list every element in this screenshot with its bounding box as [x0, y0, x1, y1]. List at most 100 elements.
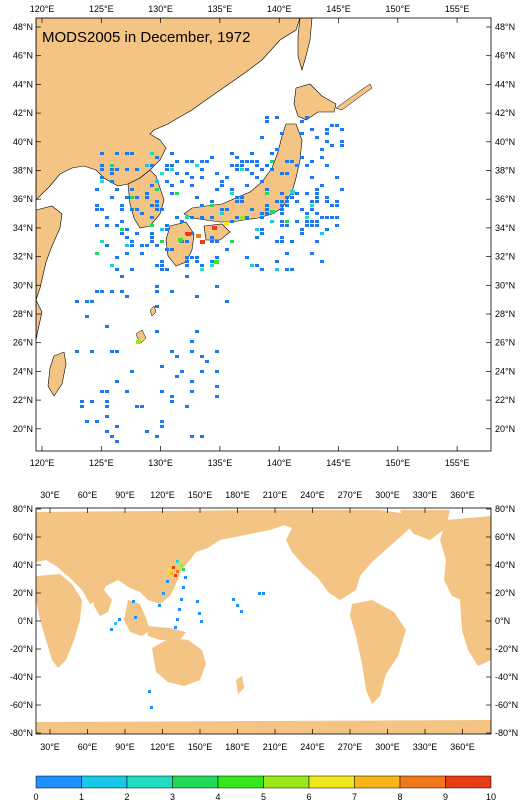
- regional-right-lat-label: 38°N: [495, 166, 515, 176]
- observation-marker: [215, 395, 219, 398]
- observation-marker: [135, 196, 139, 199]
- observation-marker: [285, 200, 289, 203]
- observation-marker: [200, 370, 204, 373]
- observation-marker: [285, 160, 289, 163]
- observation-marker: [190, 160, 194, 163]
- regional-right-lat-label: 44°N: [495, 79, 515, 89]
- observation-marker: [130, 244, 134, 247]
- global-left-lat-label: -80°N: [10, 728, 33, 738]
- observation-marker: [215, 350, 219, 353]
- observation-marker: [235, 156, 239, 159]
- regional-top-lon-label: 130°E: [148, 4, 173, 14]
- observation-marker: [265, 116, 269, 119]
- observation-marker: [170, 152, 174, 155]
- global-right-lat-label: 80°N: [495, 504, 515, 514]
- global-right-lat-label: 0°N: [495, 616, 510, 626]
- regional-right-lat-label: 28°N: [495, 309, 515, 319]
- observation-marker: [165, 180, 169, 183]
- observation-marker: [225, 176, 229, 179]
- observation-marker: [95, 290, 99, 293]
- regional-left-lat-label: 28°N: [13, 309, 33, 319]
- global-top-lon-label: 60°E: [78, 490, 98, 500]
- observation-marker: [125, 152, 129, 155]
- observation-marker: [170, 400, 174, 403]
- map-title: MODS2005 in December, 1972: [42, 29, 250, 46]
- observation-marker: [200, 435, 204, 438]
- global-observation-marker: [176, 570, 179, 573]
- observation-marker: [175, 216, 179, 219]
- colorbar-segment: [399, 775, 446, 789]
- observation-marker: [235, 168, 239, 171]
- global-observation-marker: [184, 576, 187, 579]
- observation-marker: [175, 172, 179, 175]
- observation-marker: [95, 188, 99, 191]
- observation-marker: [280, 220, 284, 223]
- observation-marker: [280, 172, 284, 175]
- observation-marker: [260, 168, 264, 171]
- observation-marker: [190, 380, 194, 383]
- observation-marker: [315, 200, 319, 203]
- observation-marker: [125, 390, 129, 393]
- observation-marker-hot: [214, 260, 219, 264]
- observation-marker: [260, 228, 264, 231]
- observation-marker: [155, 156, 159, 159]
- observation-marker: [165, 164, 169, 167]
- observation-marker: [305, 212, 309, 215]
- observation-marker: [125, 295, 129, 298]
- observation-marker: [170, 290, 174, 293]
- observation-marker: [120, 290, 124, 293]
- observation-marker: [140, 244, 144, 247]
- observation-marker: [230, 220, 234, 223]
- global-top-lon-label: 180°E: [225, 490, 250, 500]
- global-observation-marker: [118, 618, 121, 621]
- global-observation-marker: [158, 604, 161, 607]
- global-observation-marker: [182, 568, 185, 571]
- observation-marker: [155, 188, 159, 191]
- observation-marker: [170, 184, 174, 187]
- global-observation-marker: [174, 574, 177, 577]
- regional-top-lon-label: 120°E: [30, 4, 55, 14]
- observation-marker: [130, 208, 134, 211]
- observation-marker: [210, 204, 214, 207]
- observation-marker: [310, 200, 314, 203]
- regional-bottom-lon-label: 125°E: [89, 458, 114, 468]
- observation-marker: [300, 232, 304, 235]
- observation-marker: [145, 196, 149, 199]
- observation-marker: [290, 160, 294, 163]
- observation-marker: [315, 136, 319, 139]
- observation-marker: [255, 264, 259, 267]
- global-right-lat-label: -80°N: [495, 728, 518, 738]
- observation-marker: [240, 160, 244, 163]
- observation-marker: [150, 232, 154, 235]
- observation-marker: [335, 204, 339, 207]
- observation-marker: [130, 370, 134, 373]
- observation-marker: [80, 405, 84, 408]
- observation-marker: [270, 168, 274, 171]
- observation-marker: [155, 330, 159, 333]
- global-bottom-lon-label: 240°E: [300, 742, 325, 752]
- observation-marker: [295, 164, 299, 167]
- regional-bottom-lon-label: 130°E: [148, 458, 173, 468]
- observation-marker: [120, 232, 124, 235]
- observation-marker: [115, 224, 119, 227]
- observation-marker: [340, 140, 344, 143]
- observation-marker: [310, 208, 314, 211]
- observation-marker: [130, 240, 134, 243]
- observation-marker: [130, 188, 134, 191]
- observation-marker: [285, 252, 289, 255]
- observation-marker: [255, 228, 259, 231]
- regional-left-lat-label: 42°N: [13, 108, 33, 118]
- global-observation-marker: [178, 608, 181, 611]
- observation-marker: [260, 212, 264, 215]
- observation-marker: [175, 160, 179, 163]
- colorbar-tick-label: 2: [124, 792, 129, 802]
- observation-marker: [280, 192, 284, 195]
- observation-marker: [175, 355, 179, 358]
- observation-marker: [215, 240, 219, 243]
- observation-marker: [120, 208, 124, 211]
- observation-marker: [335, 200, 339, 203]
- observation-marker: [270, 160, 274, 163]
- regional-left-lat-label: 36°N: [13, 194, 33, 204]
- regional-top-lon-label: 125°E: [89, 4, 114, 14]
- observation-marker: [325, 228, 329, 231]
